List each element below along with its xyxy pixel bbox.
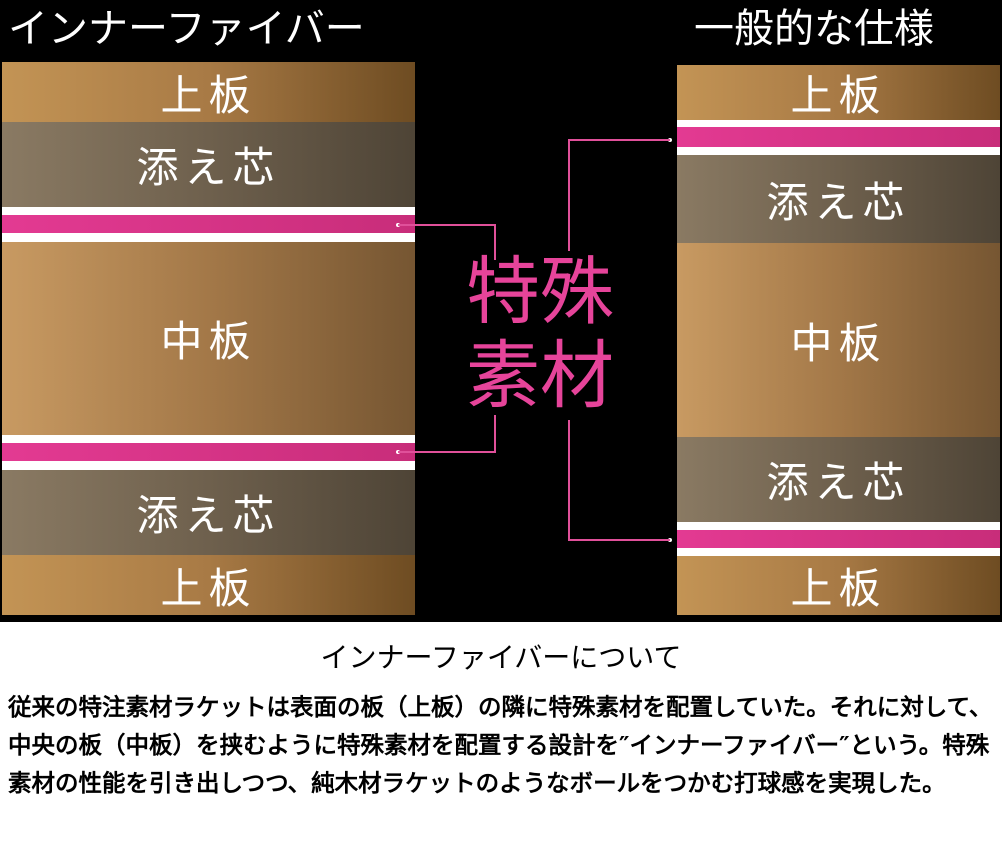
separator <box>2 207 415 215</box>
separator <box>2 233 415 242</box>
core-layer: 添え芯 <box>2 122 415 207</box>
core-layer: 添え芯 <box>677 155 1000 243</box>
separator <box>2 461 415 470</box>
separator <box>677 147 1000 155</box>
special-material-label-line2: 素材 <box>466 333 614 419</box>
middle-plate: 中板 <box>677 243 1000 437</box>
description-text: 従来の特注素材ラケットは表面の板（上板）の隣に特殊素材を配置していた。それに対し… <box>8 693 993 797</box>
special-material-layer <box>2 215 415 233</box>
left-heading: インナーファイバー <box>8 6 365 52</box>
special-material-layer <box>677 530 1000 548</box>
bottom-plate: 上板 <box>677 556 1000 615</box>
special-material-label: 特殊 素材 <box>460 250 620 418</box>
separator <box>677 120 1000 127</box>
separator <box>677 522 1000 530</box>
separator <box>2 435 415 443</box>
special-material-layer <box>2 443 415 461</box>
top-plate: 上板 <box>2 62 415 122</box>
special-material-layer <box>677 127 1000 147</box>
middle-plate: 中板 <box>2 242 415 435</box>
description-title: インナーファイバーについて <box>320 641 682 674</box>
top-plate: 上板 <box>677 65 1000 120</box>
right-heading: 一般的な仕様 <box>694 6 934 52</box>
core-layer: 添え芯 <box>677 437 1000 522</box>
core-layer: 添え芯 <box>2 470 415 555</box>
separator <box>677 548 1000 556</box>
special-material-label-line1: 特殊 <box>466 249 614 335</box>
bottom-plate: 上板 <box>2 555 415 615</box>
